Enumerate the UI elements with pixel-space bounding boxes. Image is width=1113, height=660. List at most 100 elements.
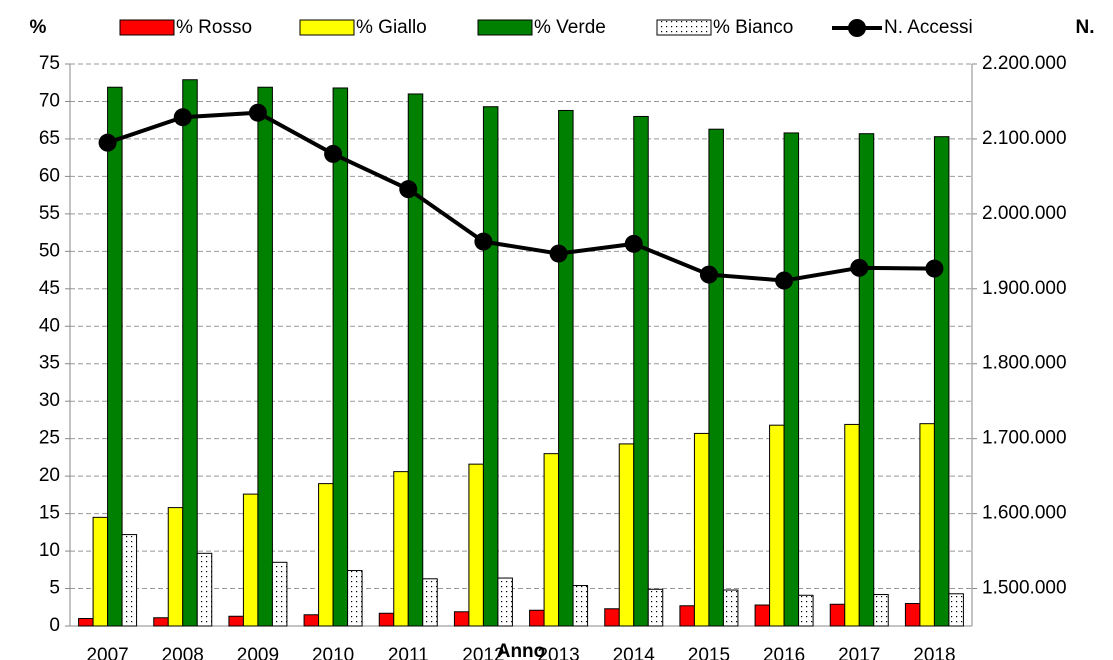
bar xyxy=(933,136,950,627)
bar xyxy=(948,593,964,627)
marker xyxy=(248,103,267,122)
y-tick-label: 50 xyxy=(39,240,60,261)
bar xyxy=(257,86,273,627)
bar xyxy=(167,507,184,627)
y-tick-label: 10 xyxy=(39,540,60,561)
bar xyxy=(904,603,921,627)
y2-tick-label: 1.700.000 xyxy=(982,428,1067,449)
x-tick-label: 2008 xyxy=(162,645,204,660)
bar xyxy=(497,577,513,627)
legend-swatch xyxy=(477,19,533,36)
bar xyxy=(378,612,395,627)
bar xyxy=(633,115,649,627)
bar xyxy=(347,570,363,627)
bar xyxy=(679,605,695,627)
bar xyxy=(121,534,138,627)
y2-tick-label: 2.100.000 xyxy=(982,128,1067,149)
bar xyxy=(708,128,724,627)
bar xyxy=(482,106,499,627)
bar xyxy=(153,617,169,627)
legend-label: N. Accessi xyxy=(884,17,973,38)
bar xyxy=(529,609,545,627)
marker xyxy=(850,258,869,277)
y-tick-label: 70 xyxy=(39,90,60,111)
legend-swatch xyxy=(119,19,175,36)
bar xyxy=(798,594,814,627)
y-axis-label: % xyxy=(30,17,47,38)
x-axis-label: Anno xyxy=(497,641,546,660)
line xyxy=(106,110,935,283)
y2-tick-label: 1.600.000 xyxy=(982,503,1067,524)
marker xyxy=(699,265,718,284)
bar xyxy=(92,516,109,627)
y2-tick-label: 1.900.000 xyxy=(982,278,1067,299)
legend-marker xyxy=(848,19,866,37)
bar xyxy=(604,608,620,627)
bar xyxy=(769,424,785,627)
bar xyxy=(647,588,664,627)
bar xyxy=(407,93,424,627)
y-tick-label: 65 xyxy=(39,128,60,149)
bar xyxy=(303,614,320,627)
y-tick-label: 0 xyxy=(49,615,60,636)
bar xyxy=(919,423,935,627)
bar xyxy=(873,594,889,627)
bar xyxy=(107,86,123,627)
bar xyxy=(858,133,875,627)
marker xyxy=(624,234,643,253)
marker xyxy=(324,144,343,163)
x-tick-label: 2015 xyxy=(688,645,730,660)
y2-tick-label: 2.000.000 xyxy=(982,203,1067,224)
bar xyxy=(693,432,710,627)
bar xyxy=(572,585,589,627)
bar xyxy=(332,87,349,627)
bar xyxy=(558,109,574,627)
legend-label: % Rosso xyxy=(176,17,252,38)
bar xyxy=(422,578,438,627)
x-tick-label: 2013 xyxy=(537,645,579,660)
bar xyxy=(182,79,198,627)
x-tick-label: 2010 xyxy=(312,645,354,660)
y2-axis-label: N. xyxy=(1076,17,1095,38)
y-tick-label: 75 xyxy=(39,53,60,74)
x-tick-label: 2014 xyxy=(613,645,656,660)
marker xyxy=(173,108,192,127)
x-tick-label: 2011 xyxy=(388,645,429,660)
y-tick-label: 20 xyxy=(39,465,60,486)
y-tick-label: 30 xyxy=(39,390,60,411)
bar xyxy=(844,423,860,627)
bar xyxy=(318,483,334,627)
marker xyxy=(399,180,418,199)
y-tick-label: 35 xyxy=(39,353,60,374)
x-tick-label: 2016 xyxy=(763,645,805,660)
marker xyxy=(775,271,794,290)
marker xyxy=(925,259,944,278)
legend-label: % Giallo xyxy=(356,17,427,38)
legend-label: % Verde xyxy=(534,17,606,38)
x-tick-label: 2017 xyxy=(838,645,880,660)
y-tick-label: 25 xyxy=(39,428,60,449)
y-tick-label: 40 xyxy=(39,315,60,336)
y-tick-label: 15 xyxy=(39,503,60,524)
y-tick-label: 45 xyxy=(39,278,60,299)
bar xyxy=(196,552,213,627)
marker xyxy=(474,232,493,251)
x-tick-label: 2007 xyxy=(86,645,128,660)
y2-tick-label: 1.800.000 xyxy=(982,353,1067,374)
y-tick-label: 60 xyxy=(39,165,60,186)
x-tick-label: 2009 xyxy=(237,645,279,660)
bar xyxy=(271,561,288,627)
bar xyxy=(618,443,635,627)
bar xyxy=(453,611,470,627)
legend-label: % Bianco xyxy=(713,17,793,38)
bar xyxy=(754,604,771,627)
x-tick-label: 2012 xyxy=(462,645,504,660)
y2-tick-label: 2.200.000 xyxy=(982,53,1067,74)
bar xyxy=(393,471,409,627)
y-tick-label: 55 xyxy=(39,203,60,224)
bar xyxy=(783,132,800,627)
marker xyxy=(549,244,568,263)
marker xyxy=(98,133,117,152)
y2-tick-label: 1.500.000 xyxy=(982,578,1067,599)
